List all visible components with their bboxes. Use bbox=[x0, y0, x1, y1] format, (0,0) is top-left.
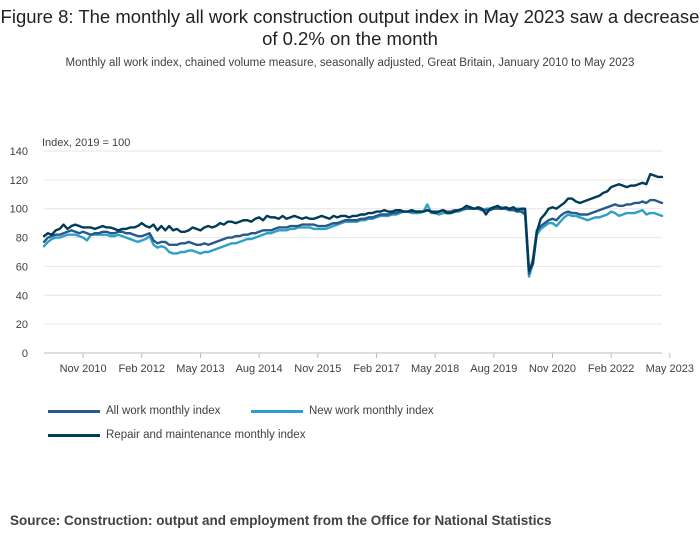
y-tick-label: 80 bbox=[16, 233, 28, 245]
x-tick-label: May 2023 bbox=[646, 363, 694, 375]
x-tick-label: May 2018 bbox=[411, 363, 459, 375]
y-tick-label: 120 bbox=[10, 175, 28, 187]
x-tick-label: Feb 2012 bbox=[119, 363, 165, 375]
chart-title: Figure 8: The monthly all work construct… bbox=[0, 6, 700, 49]
series-line-repair-and-maintenance-monthly-index bbox=[42, 172, 664, 272]
x-tick-label: Aug 2019 bbox=[470, 363, 517, 375]
y-tick-label: 60 bbox=[16, 261, 28, 273]
series-line-new-work-monthly-index bbox=[42, 203, 664, 278]
legend-swatch-repair-maintenance bbox=[48, 433, 100, 437]
legend-label-new-work: New work monthly index bbox=[309, 405, 434, 417]
y-tick-label: 20 bbox=[16, 319, 28, 331]
source-note: Source: Construction: output and employm… bbox=[10, 513, 552, 528]
gridlines bbox=[44, 150, 662, 354]
legend-swatch-all-work bbox=[48, 409, 100, 413]
legend-swatch-new-work bbox=[251, 409, 303, 413]
chart-subtitle: Monthly all work index, chained volume m… bbox=[65, 57, 635, 69]
x-tick-label: Nov 2010 bbox=[60, 363, 107, 375]
x-axis-ticks: Nov 2010 Feb 2012 May 2013 Aug 2014 Nov 2015… bbox=[60, 353, 694, 375]
x-tick-label: May 2013 bbox=[176, 363, 224, 375]
x-tick-label: Feb 2017 bbox=[353, 363, 399, 375]
legend-item-repair-maintenance[interactable]: Repair and maintenance monthly index bbox=[48, 429, 305, 441]
y-tick-label: 0 bbox=[22, 348, 28, 360]
line-chart: 0 20 40 60 80 100 120 140 Nov 2010 Feb 2012 May 2… bbox=[10, 137, 694, 375]
series-lines bbox=[42, 172, 664, 278]
series-line-all-work-monthly-index bbox=[42, 198, 664, 275]
x-tick-label: Feb 2022 bbox=[588, 363, 634, 375]
x-tick-label: Nov 2015 bbox=[294, 363, 341, 375]
y-tick-label: 40 bbox=[16, 290, 28, 302]
legend-label-all-work: All work monthly index bbox=[106, 405, 221, 417]
x-tick-label: Aug 2014 bbox=[236, 363, 283, 375]
y-axis-label: Index, 2019 = 100 bbox=[42, 137, 130, 149]
legend-item-all-work[interactable]: All work monthly index bbox=[48, 405, 220, 417]
y-tick-label: 100 bbox=[10, 204, 28, 216]
y-axis-ticks: 0 20 40 60 80 100 120 140 bbox=[10, 146, 28, 360]
x-tick-label: Nov 2020 bbox=[529, 363, 576, 375]
y-tick-label: 140 bbox=[10, 146, 28, 158]
legend-label-repair-maintenance: Repair and maintenance monthly index bbox=[106, 429, 306, 441]
legend-item-new-work[interactable]: New work monthly index bbox=[251, 405, 434, 417]
